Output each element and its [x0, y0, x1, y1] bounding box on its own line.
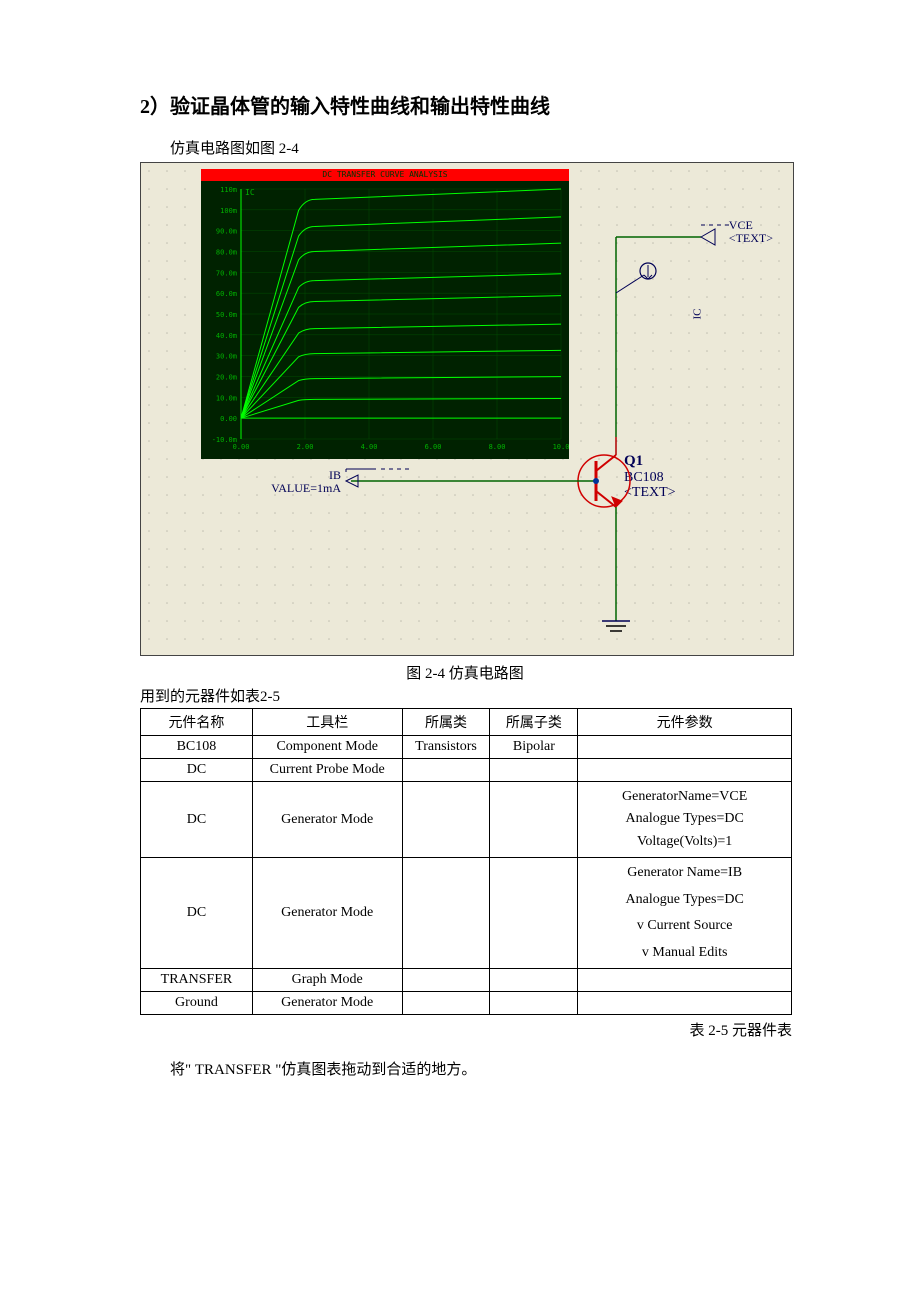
section-heading: 2）验证晶体管的输入特性曲线和输出特性曲线 — [140, 90, 790, 119]
table-header-cell: 所属子类 — [490, 709, 578, 736]
table-cell — [578, 736, 792, 759]
table-cell: Component Mode — [252, 736, 402, 759]
svg-text:0.00: 0.00 — [220, 415, 237, 423]
svg-text:90.0m: 90.0m — [216, 228, 237, 236]
table-caption: 表 2-5 元器件表 — [140, 1019, 792, 1040]
ib-value: VALUE=1mA — [271, 481, 341, 495]
table-cell — [578, 969, 792, 992]
table-cell — [490, 782, 578, 858]
figure-intro-text: 仿真电路图如图 2-4 — [170, 137, 790, 158]
table-row: TRANSFERGraph Mode — [141, 969, 792, 992]
table-cell: Generator Mode — [252, 858, 402, 969]
table-cell: TRANSFER — [141, 969, 253, 992]
table-cell — [402, 759, 490, 782]
transistor-label: Q1 BC108 <TEXT> — [624, 453, 676, 500]
table-cell: Current Probe Mode — [252, 759, 402, 782]
svg-text:70.0m: 70.0m — [216, 269, 237, 277]
table-header-row: 元件名称工具栏所属类所属子类元件参数 — [141, 709, 792, 736]
svg-text:50.0m: 50.0m — [216, 311, 237, 319]
table-header-cell: 所属类 — [402, 709, 490, 736]
table-intro-text: 用到的元器件如表2-5 — [140, 685, 790, 706]
table-cell: Generator Mode — [252, 992, 402, 1015]
transistor-ref: Q1 — [624, 453, 643, 469]
graph-titlebar: DC TRANSFER CURVE ANALYSIS — [201, 169, 569, 181]
svg-text:0.00: 0.00 — [233, 443, 250, 451]
simulation-figure: DC TRANSFER CURVE ANALYSIS 110m 100m 90.0m… — [140, 162, 794, 656]
svg-text:8.00: 8.00 — [489, 443, 506, 451]
components-table: 元件名称工具栏所属类所属子类元件参数BC108Component ModeTra… — [140, 708, 792, 1015]
svg-text:60.0m: 60.0m — [216, 290, 237, 298]
table-cell: GeneratorName=VCEAnalogue Types=DCVoltag… — [578, 782, 792, 858]
table-cell — [490, 858, 578, 969]
body-paragraph: 将" TRANSFER "仿真图表拖动到合适的地方。 — [170, 1058, 790, 1079]
table-cell: DC — [141, 759, 253, 782]
table-header-cell: 元件名称 — [141, 709, 253, 736]
table-cell: Ground — [141, 992, 253, 1015]
table-row: DCGenerator Mode GeneratorName=VCEAnalogu… — [141, 782, 792, 858]
table-row: BC108Component ModeTransistorsBipolar — [141, 736, 792, 759]
figure-caption: 图 2-4 仿真电路图 — [140, 662, 790, 683]
svg-text:6.00: 6.00 — [425, 443, 442, 451]
svg-text:30.0m: 30.0m — [216, 353, 237, 361]
vce-text-placeholder: <TEXT> — [729, 231, 773, 245]
table-cell — [402, 782, 490, 858]
vce-name: VCE — [729, 218, 753, 232]
transistor-part: BC108 — [624, 470, 664, 485]
svg-text:80.0m: 80.0m — [216, 249, 237, 257]
table-cell: Generator Mode — [252, 782, 402, 858]
svg-text:110m: 110m — [220, 186, 237, 194]
svg-text:IC: IC — [245, 188, 255, 197]
ic-probe-label: IC — [692, 309, 704, 320]
table-cell: Transistors — [402, 736, 490, 759]
table-cell — [578, 992, 792, 1015]
table-cell — [490, 969, 578, 992]
table-row: DCCurrent Probe Mode — [141, 759, 792, 782]
svg-text:10.0: 10.0 — [553, 443, 569, 451]
transistor-text-placeholder: <TEXT> — [624, 485, 676, 500]
table-cell: Graph Mode — [252, 969, 402, 992]
table-cell — [490, 992, 578, 1015]
svg-text:2.00: 2.00 — [297, 443, 314, 451]
svg-text:40.0m: 40.0m — [216, 332, 237, 340]
graph-plot-area: 110m 100m 90.0m 80.0m 70.0m 60.0m 50.0m 40.0m 30… — [201, 181, 569, 459]
vce-generator-label: VCE <TEXT> — [729, 219, 773, 245]
svg-text:10.0m: 10.0m — [216, 394, 237, 402]
table-cell: DC — [141, 782, 253, 858]
table-row: DCGenerator Mode Generator Name=IBAnalogu… — [141, 858, 792, 969]
table-cell: DC — [141, 858, 253, 969]
table-cell: Generator Name=IBAnalogue Types=DCv Curr… — [578, 858, 792, 969]
svg-text:4.00: 4.00 — [361, 443, 378, 451]
svg-text:100m: 100m — [220, 207, 237, 215]
table-row: GroundGenerator Mode — [141, 992, 792, 1015]
table-cell — [578, 759, 792, 782]
table-cell: Bipolar — [490, 736, 578, 759]
dc-transfer-graph-window: DC TRANSFER CURVE ANALYSIS 110m 100m 90.0m… — [201, 169, 569, 459]
table-header-cell: 工具栏 — [252, 709, 402, 736]
table-cell — [402, 992, 490, 1015]
table-cell — [402, 969, 490, 992]
svg-text:20.0m: 20.0m — [216, 374, 237, 382]
table-cell: BC108 — [141, 736, 253, 759]
ib-generator-label: IB VALUE=1mA — [251, 469, 341, 495]
ib-name: IB — [329, 468, 341, 482]
table-header-cell: 元件参数 — [578, 709, 792, 736]
table-cell — [490, 759, 578, 782]
table-cell — [402, 858, 490, 969]
